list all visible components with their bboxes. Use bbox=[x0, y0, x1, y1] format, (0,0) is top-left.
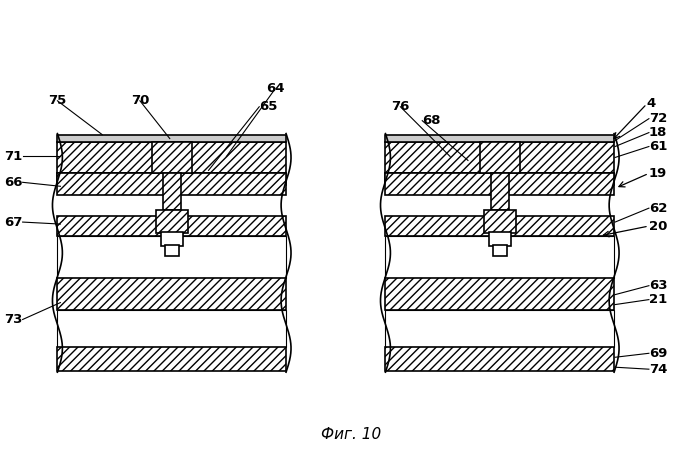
Bar bbox=[152, 141, 192, 173]
Text: Фиг. 10: Фиг. 10 bbox=[321, 427, 381, 442]
Text: 75: 75 bbox=[48, 94, 66, 107]
Text: 70: 70 bbox=[131, 94, 149, 107]
Text: 63: 63 bbox=[649, 279, 667, 292]
Text: 66: 66 bbox=[4, 176, 22, 189]
Bar bbox=[57, 135, 286, 141]
Bar bbox=[386, 173, 614, 195]
Bar bbox=[164, 245, 178, 256]
Bar bbox=[156, 210, 188, 233]
Text: 67: 67 bbox=[4, 216, 22, 228]
Bar bbox=[386, 141, 614, 173]
Bar bbox=[57, 278, 286, 309]
Text: 71: 71 bbox=[4, 150, 22, 163]
Text: 65: 65 bbox=[259, 100, 278, 113]
Bar bbox=[57, 216, 286, 236]
Text: 61: 61 bbox=[649, 140, 667, 153]
Bar bbox=[57, 236, 286, 278]
Text: 21: 21 bbox=[649, 293, 667, 306]
Bar bbox=[484, 210, 516, 233]
Bar bbox=[57, 173, 286, 195]
Bar bbox=[480, 141, 519, 173]
Bar bbox=[386, 236, 614, 278]
Text: 62: 62 bbox=[649, 202, 667, 215]
Bar bbox=[161, 232, 183, 246]
Text: 68: 68 bbox=[422, 114, 441, 127]
Bar bbox=[386, 309, 614, 347]
Bar bbox=[57, 347, 286, 371]
Bar bbox=[386, 173, 614, 185]
Bar bbox=[386, 216, 614, 236]
Text: 76: 76 bbox=[391, 100, 409, 113]
Bar bbox=[163, 173, 181, 210]
Text: 72: 72 bbox=[649, 112, 667, 125]
Bar bbox=[489, 232, 511, 246]
Text: 19: 19 bbox=[649, 167, 667, 180]
Bar bbox=[57, 173, 286, 185]
Bar bbox=[386, 135, 614, 141]
Bar bbox=[57, 309, 286, 347]
Text: 69: 69 bbox=[649, 347, 667, 360]
Text: 73: 73 bbox=[4, 313, 22, 326]
Bar bbox=[491, 173, 509, 210]
Text: 74: 74 bbox=[649, 363, 667, 376]
Text: 64: 64 bbox=[266, 82, 284, 95]
Bar bbox=[386, 278, 614, 309]
Bar bbox=[57, 141, 286, 173]
Bar bbox=[493, 245, 507, 256]
Text: 18: 18 bbox=[649, 126, 667, 139]
Bar bbox=[386, 347, 614, 371]
Text: 20: 20 bbox=[649, 219, 667, 233]
Text: 4: 4 bbox=[647, 97, 656, 110]
